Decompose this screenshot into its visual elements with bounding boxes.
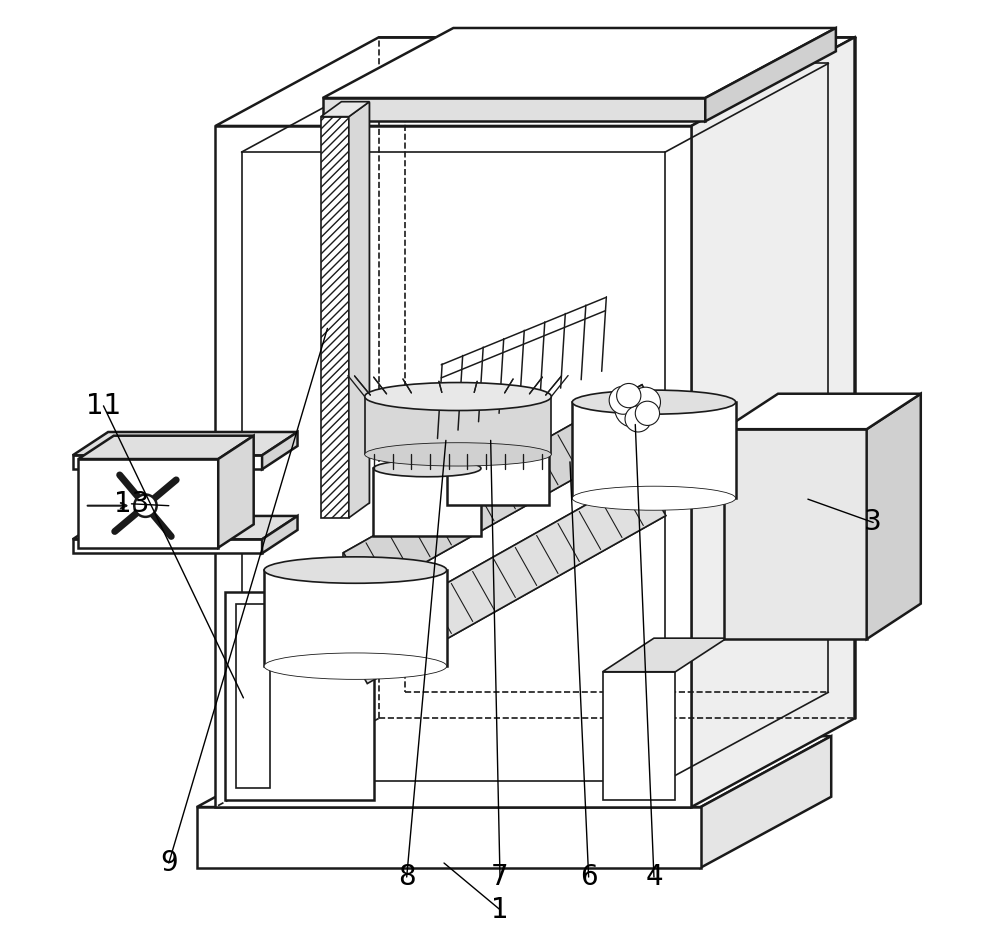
Polygon shape [218, 436, 254, 548]
Polygon shape [73, 539, 262, 553]
Circle shape [615, 390, 652, 427]
Text: 11: 11 [86, 392, 121, 420]
Ellipse shape [447, 433, 549, 449]
Polygon shape [236, 604, 270, 788]
Polygon shape [321, 102, 369, 117]
Polygon shape [603, 638, 727, 672]
Polygon shape [701, 736, 831, 868]
Circle shape [609, 386, 637, 414]
Polygon shape [705, 28, 836, 121]
Ellipse shape [264, 653, 447, 679]
Text: 3: 3 [864, 508, 882, 536]
Ellipse shape [264, 557, 447, 583]
Ellipse shape [572, 486, 736, 510]
Polygon shape [215, 126, 691, 807]
Polygon shape [262, 432, 298, 469]
Text: 8: 8 [398, 863, 416, 891]
Text: 4: 4 [645, 863, 663, 891]
Polygon shape [603, 672, 675, 800]
Polygon shape [78, 459, 218, 548]
Polygon shape [365, 397, 551, 454]
Polygon shape [867, 394, 921, 639]
Polygon shape [262, 516, 298, 553]
Polygon shape [323, 28, 836, 98]
Polygon shape [447, 441, 549, 505]
Polygon shape [343, 384, 666, 595]
Polygon shape [343, 473, 666, 684]
Polygon shape [572, 402, 736, 498]
Text: 6: 6 [580, 863, 597, 891]
Polygon shape [349, 102, 369, 518]
Circle shape [134, 494, 157, 517]
Ellipse shape [572, 390, 736, 414]
Polygon shape [197, 736, 831, 807]
Polygon shape [73, 516, 298, 539]
Text: 13: 13 [114, 490, 149, 518]
Polygon shape [225, 592, 374, 800]
Polygon shape [373, 468, 481, 536]
Polygon shape [724, 394, 921, 429]
Ellipse shape [365, 442, 551, 466]
Polygon shape [73, 432, 298, 455]
Polygon shape [691, 37, 855, 807]
Circle shape [625, 406, 651, 432]
Polygon shape [323, 98, 705, 121]
Polygon shape [321, 117, 349, 518]
Polygon shape [78, 436, 254, 459]
Circle shape [617, 383, 641, 408]
Text: 9: 9 [160, 849, 178, 877]
Polygon shape [73, 455, 262, 469]
Text: 1: 1 [491, 896, 509, 924]
Circle shape [635, 401, 660, 425]
Circle shape [631, 387, 660, 417]
Text: 7: 7 [491, 863, 509, 891]
Polygon shape [215, 37, 855, 126]
Ellipse shape [373, 460, 481, 477]
Polygon shape [197, 807, 701, 868]
Ellipse shape [365, 383, 551, 411]
Polygon shape [724, 429, 867, 639]
Polygon shape [264, 570, 447, 666]
